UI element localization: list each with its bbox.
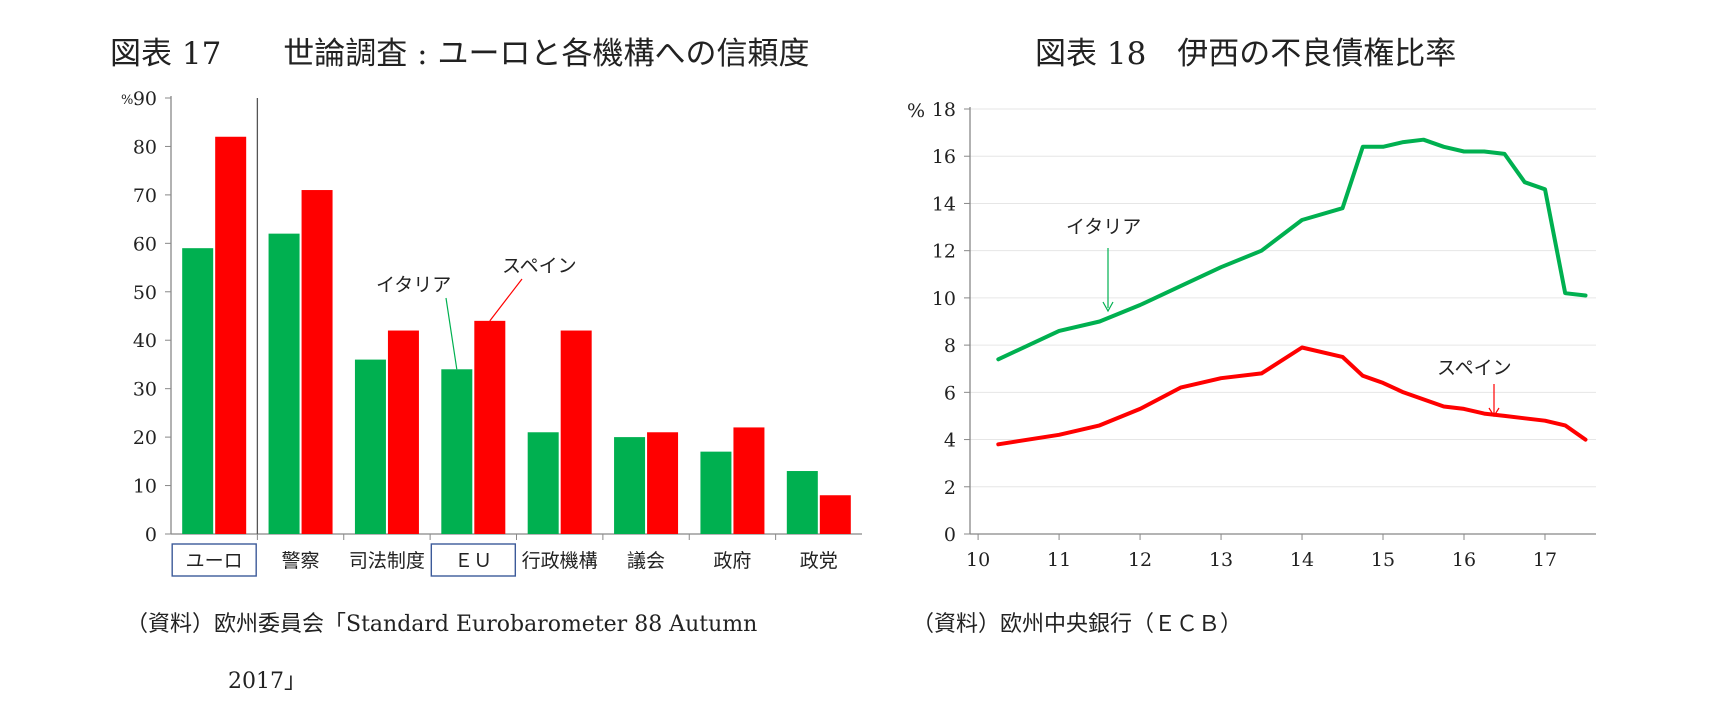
italy-annotation-label: イタリア: [376, 274, 451, 296]
category-label-box: [171, 543, 257, 577]
figure18-source-line1: （資料）欧州中央銀行（ＥＣＢ）: [912, 612, 1243, 637]
y-tick-label: 40: [133, 330, 157, 352]
category-label: ユーロ: [186, 550, 243, 572]
x-tick-label: 14: [1290, 549, 1314, 571]
y-tick-label: 12: [932, 241, 956, 263]
y-tick-label: 10: [133, 476, 157, 498]
figure17-title: 図表 17 世論調査 : ユーロと各機構への信頼度: [110, 36, 810, 72]
figure18-title: 図表 18 伊西の不良債権比率: [1035, 36, 1457, 72]
y-tick-label: 90: [133, 88, 157, 110]
category-label: ＥＵ: [454, 550, 492, 572]
y-tick-label: 50: [133, 282, 157, 304]
italy-bar: [182, 248, 214, 534]
y-tick-label: 0: [944, 524, 956, 546]
y-tick-label: 20: [133, 427, 157, 449]
x-tick-label: 13: [1209, 549, 1233, 571]
y-tick-label: 4: [944, 430, 956, 452]
x-tick-label: 10: [966, 549, 990, 571]
italy-bar: [268, 233, 300, 534]
italy-annotation-leader: [445, 297, 458, 370]
y-tick-label: 14: [932, 193, 956, 215]
spain-bar: [733, 427, 765, 534]
italy-bar: [614, 437, 646, 534]
spain-bar: [301, 190, 333, 535]
figure17-source-line1: （資料）欧州委員会「Standard Eurobarometer 88 Autu…: [126, 612, 758, 637]
category-label: 警察: [282, 550, 320, 572]
y-tick-label: 8: [944, 335, 956, 357]
y-unit-label: %: [907, 100, 925, 122]
x-tick-label: 15: [1371, 549, 1395, 571]
x-tick-label: 16: [1452, 549, 1476, 571]
spain-bar: [215, 136, 247, 534]
y-tick-label: 80: [133, 136, 157, 158]
italy-annotation-label: イタリア: [1066, 216, 1141, 238]
x-tick-label: 11: [1047, 549, 1071, 571]
category-label: 政党: [800, 550, 838, 572]
x-tick-label: 12: [1128, 549, 1152, 571]
italy-annotation-arrowhead: [1102, 301, 1114, 313]
spain-bar: [647, 432, 679, 534]
italy-bar: [354, 359, 386, 534]
y-tick-label: 0: [145, 524, 157, 546]
category-label: 政府: [713, 550, 751, 572]
spain-bar: [819, 495, 851, 534]
spain-annotation-arrowhead: [1488, 407, 1500, 418]
y-tick-label: 60: [133, 233, 157, 255]
y-tick-label: 6: [944, 382, 956, 404]
y-tick-label: 30: [133, 379, 157, 401]
figure17-source-line2: 2017」: [228, 669, 306, 694]
spain-line: [996, 345, 1588, 447]
italy-bar: [786, 471, 818, 534]
x-tick-label: 17: [1533, 549, 1557, 571]
spain-annotation-leader: [489, 278, 523, 322]
category-label: 司法制度: [349, 550, 425, 572]
italy-bar: [700, 451, 732, 534]
spain-bar: [474, 320, 506, 534]
italy-line: [996, 137, 1588, 362]
category-label: 行政機構: [522, 550, 598, 572]
spain-bar: [560, 330, 592, 534]
y-tick-label: 2: [944, 477, 956, 499]
y-tick-label: 16: [932, 146, 956, 168]
y-unit-label: %: [121, 93, 133, 108]
y-tick-label: 10: [932, 288, 956, 310]
y-tick-label: 18: [932, 99, 956, 121]
italy-bar: [527, 432, 559, 534]
category-label: 議会: [627, 550, 665, 572]
y-tick-label: 70: [133, 185, 157, 207]
spain-annotation-label: スペイン: [1437, 357, 1512, 379]
spain-annotation-label: スペイン: [502, 255, 577, 277]
category-label-box: [430, 543, 517, 577]
spain-bar: [387, 330, 419, 534]
italy-bar: [441, 369, 473, 534]
